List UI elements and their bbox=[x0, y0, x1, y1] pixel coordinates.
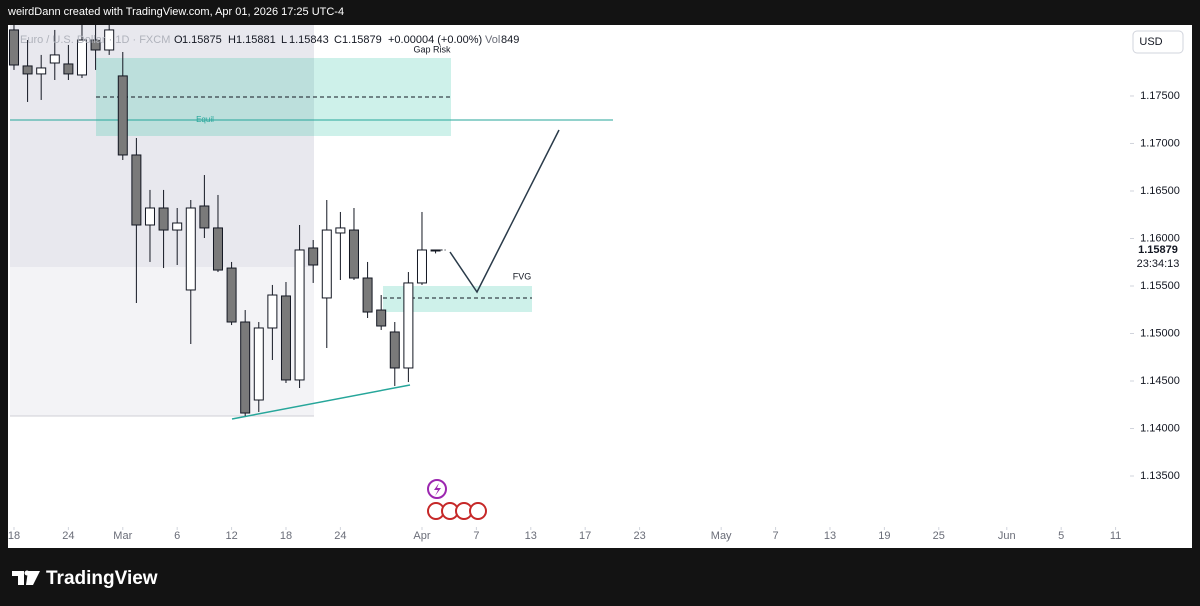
y-tick-label: 1.13500 bbox=[1140, 470, 1180, 482]
volume: 849 bbox=[501, 34, 519, 46]
y-tick-label: 1.17000 bbox=[1140, 137, 1180, 149]
volume-label: Vol bbox=[485, 34, 500, 46]
event-flags[interactable] bbox=[427, 502, 487, 520]
brand: TradingView bbox=[46, 568, 158, 589]
candle-body bbox=[403, 282, 414, 369]
candle-body bbox=[90, 39, 101, 51]
trendline bbox=[231, 384, 411, 420]
x-tick-label: 7 bbox=[773, 530, 779, 542]
candle-body bbox=[49, 54, 60, 64]
x-tick-label: 18 bbox=[280, 530, 292, 542]
candle-body bbox=[212, 227, 223, 271]
x-tick-label: Mar bbox=[113, 530, 132, 542]
candle-body bbox=[389, 331, 400, 369]
candle-body bbox=[172, 222, 183, 231]
candle-body bbox=[253, 327, 264, 401]
y-tick-label: 1.16000 bbox=[1140, 232, 1180, 244]
candle-body bbox=[416, 249, 427, 284]
ohlc-value: 1.15879 bbox=[342, 34, 382, 46]
annotation: FVG bbox=[513, 271, 532, 281]
candle-body bbox=[22, 65, 33, 75]
x-tick-label: 24 bbox=[62, 530, 74, 542]
x-tick-label: May bbox=[711, 530, 732, 542]
x-tick-label: 5 bbox=[1058, 530, 1064, 542]
x-tick-label: 17 bbox=[579, 530, 591, 542]
ohlc-label: H bbox=[228, 34, 236, 46]
candle-body bbox=[158, 207, 169, 231]
ohlc-label: L bbox=[281, 34, 287, 46]
ohlc-label: C bbox=[334, 34, 342, 46]
x-tick-label: 23 bbox=[633, 530, 645, 542]
y-tick-label: 1.15000 bbox=[1140, 327, 1180, 339]
brand-logo bbox=[12, 571, 40, 585]
candle-body bbox=[362, 277, 373, 313]
event-icon-glyph bbox=[434, 483, 441, 496]
y-tick-label: 1.14500 bbox=[1140, 375, 1180, 387]
candle-body bbox=[267, 294, 278, 329]
candle-body bbox=[36, 67, 47, 75]
x-tick-label: 12 bbox=[225, 530, 237, 542]
candle-body bbox=[240, 321, 251, 414]
candle-body bbox=[117, 75, 128, 156]
projection bbox=[449, 129, 560, 294]
x-tick-label: 24 bbox=[334, 530, 346, 542]
candle-body bbox=[280, 295, 291, 381]
x-tick-label: 11 bbox=[1110, 530, 1121, 542]
candle-body bbox=[430, 249, 441, 252]
candle-body bbox=[76, 39, 87, 76]
candle-body bbox=[348, 229, 359, 279]
annotation: Equil bbox=[196, 115, 214, 124]
countdown: 23:34:13 bbox=[1137, 258, 1180, 270]
ohlc-value: 1.15881 bbox=[236, 34, 276, 46]
ohlc-value: 1.15875 bbox=[182, 34, 222, 46]
ohlc-value: 1.15843 bbox=[289, 34, 329, 46]
candle-body bbox=[376, 309, 387, 327]
y-tick-label: 1.14000 bbox=[1140, 422, 1180, 434]
x-tick-label: 25 bbox=[933, 530, 945, 542]
symbol: Euro / U.S. Dollar · 1D · FXCM bbox=[20, 34, 170, 46]
x-tick-label: 7 bbox=[473, 530, 479, 542]
currency: USD bbox=[1139, 36, 1162, 48]
range-zone bbox=[10, 267, 314, 416]
y-tick-label: 1.16500 bbox=[1140, 185, 1180, 197]
x-tick-label: Jun bbox=[998, 530, 1016, 542]
candle-body bbox=[335, 227, 346, 234]
x-tick-label: 6 bbox=[174, 530, 180, 542]
change: +0.00004 (+0.00%) bbox=[388, 34, 482, 46]
x-tick-label: 13 bbox=[525, 530, 537, 542]
y-tick-label: 1.15500 bbox=[1140, 280, 1180, 292]
x-tick-label: Apr bbox=[413, 530, 430, 542]
ohlc-label: O bbox=[174, 34, 183, 46]
brand-logo bbox=[24, 570, 30, 576]
x-tick-label: 18 bbox=[8, 530, 20, 542]
candle-body bbox=[294, 249, 305, 381]
candle-body bbox=[104, 29, 115, 51]
candle-body bbox=[131, 154, 142, 226]
currency-button[interactable] bbox=[1132, 30, 1184, 54]
y-tick-label: 1.17500 bbox=[1140, 90, 1180, 102]
candle-body bbox=[321, 229, 332, 299]
candle-body bbox=[63, 63, 74, 75]
caption: weirdDann created with TradingView.com, … bbox=[7, 6, 344, 18]
candle-body bbox=[308, 247, 319, 266]
candle-body bbox=[185, 207, 196, 291]
candle-body bbox=[199, 205, 210, 229]
candle-body bbox=[226, 267, 237, 323]
x-tick-label: 13 bbox=[824, 530, 836, 542]
x-tick-label: 19 bbox=[878, 530, 890, 542]
candle-body bbox=[144, 207, 155, 226]
last-price: 1.15879 bbox=[1138, 244, 1178, 256]
candle-body bbox=[8, 29, 19, 66]
annotation: Gap Risk bbox=[413, 44, 451, 54]
